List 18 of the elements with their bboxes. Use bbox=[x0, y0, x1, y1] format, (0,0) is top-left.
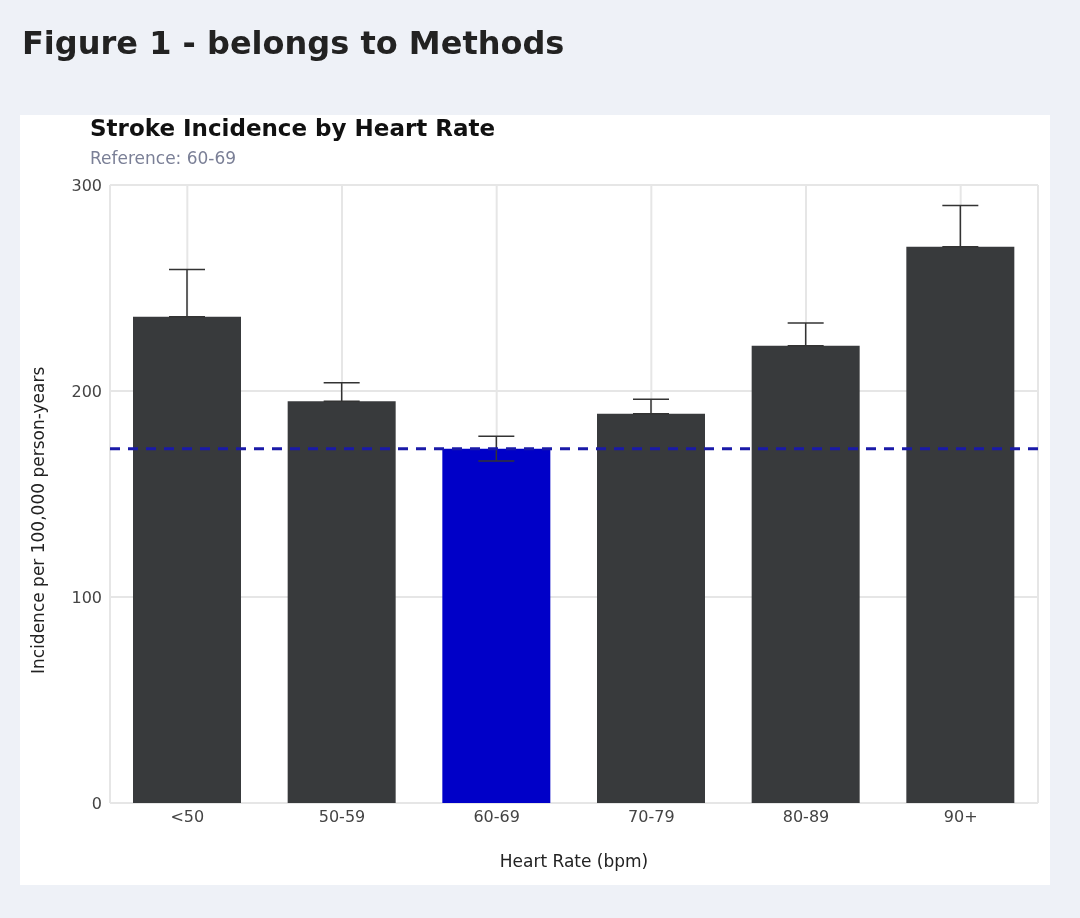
x-tick-label: 60-69 bbox=[473, 807, 520, 827]
bar bbox=[442, 448, 551, 803]
bar bbox=[133, 316, 241, 803]
x-tick-label: 50-59 bbox=[318, 807, 366, 827]
chart-subtitle: Reference: 60-69 bbox=[90, 148, 237, 168]
x-tick-label: <50 bbox=[170, 807, 205, 827]
y-tick-label: 0 bbox=[91, 793, 102, 813]
y-tick-label: 200 bbox=[71, 381, 102, 401]
caption: Figure 1 - belongs to Methods bbox=[22, 24, 565, 62]
x-tick-label: 80-89 bbox=[782, 807, 830, 827]
x-axis-title: Heart Rate (bpm) bbox=[499, 851, 649, 871]
chart-title: Stroke Incidence by Heart Rate bbox=[90, 115, 496, 141]
x-tick-label: 90+ bbox=[943, 807, 978, 827]
bar bbox=[906, 246, 1015, 803]
y-tick-label: 100 bbox=[71, 587, 102, 607]
x-tick-label: 70-79 bbox=[628, 807, 675, 827]
y-tick-label: 300 bbox=[71, 175, 102, 195]
y-axis-title: Incidence per 100,000 person-years bbox=[28, 366, 49, 674]
